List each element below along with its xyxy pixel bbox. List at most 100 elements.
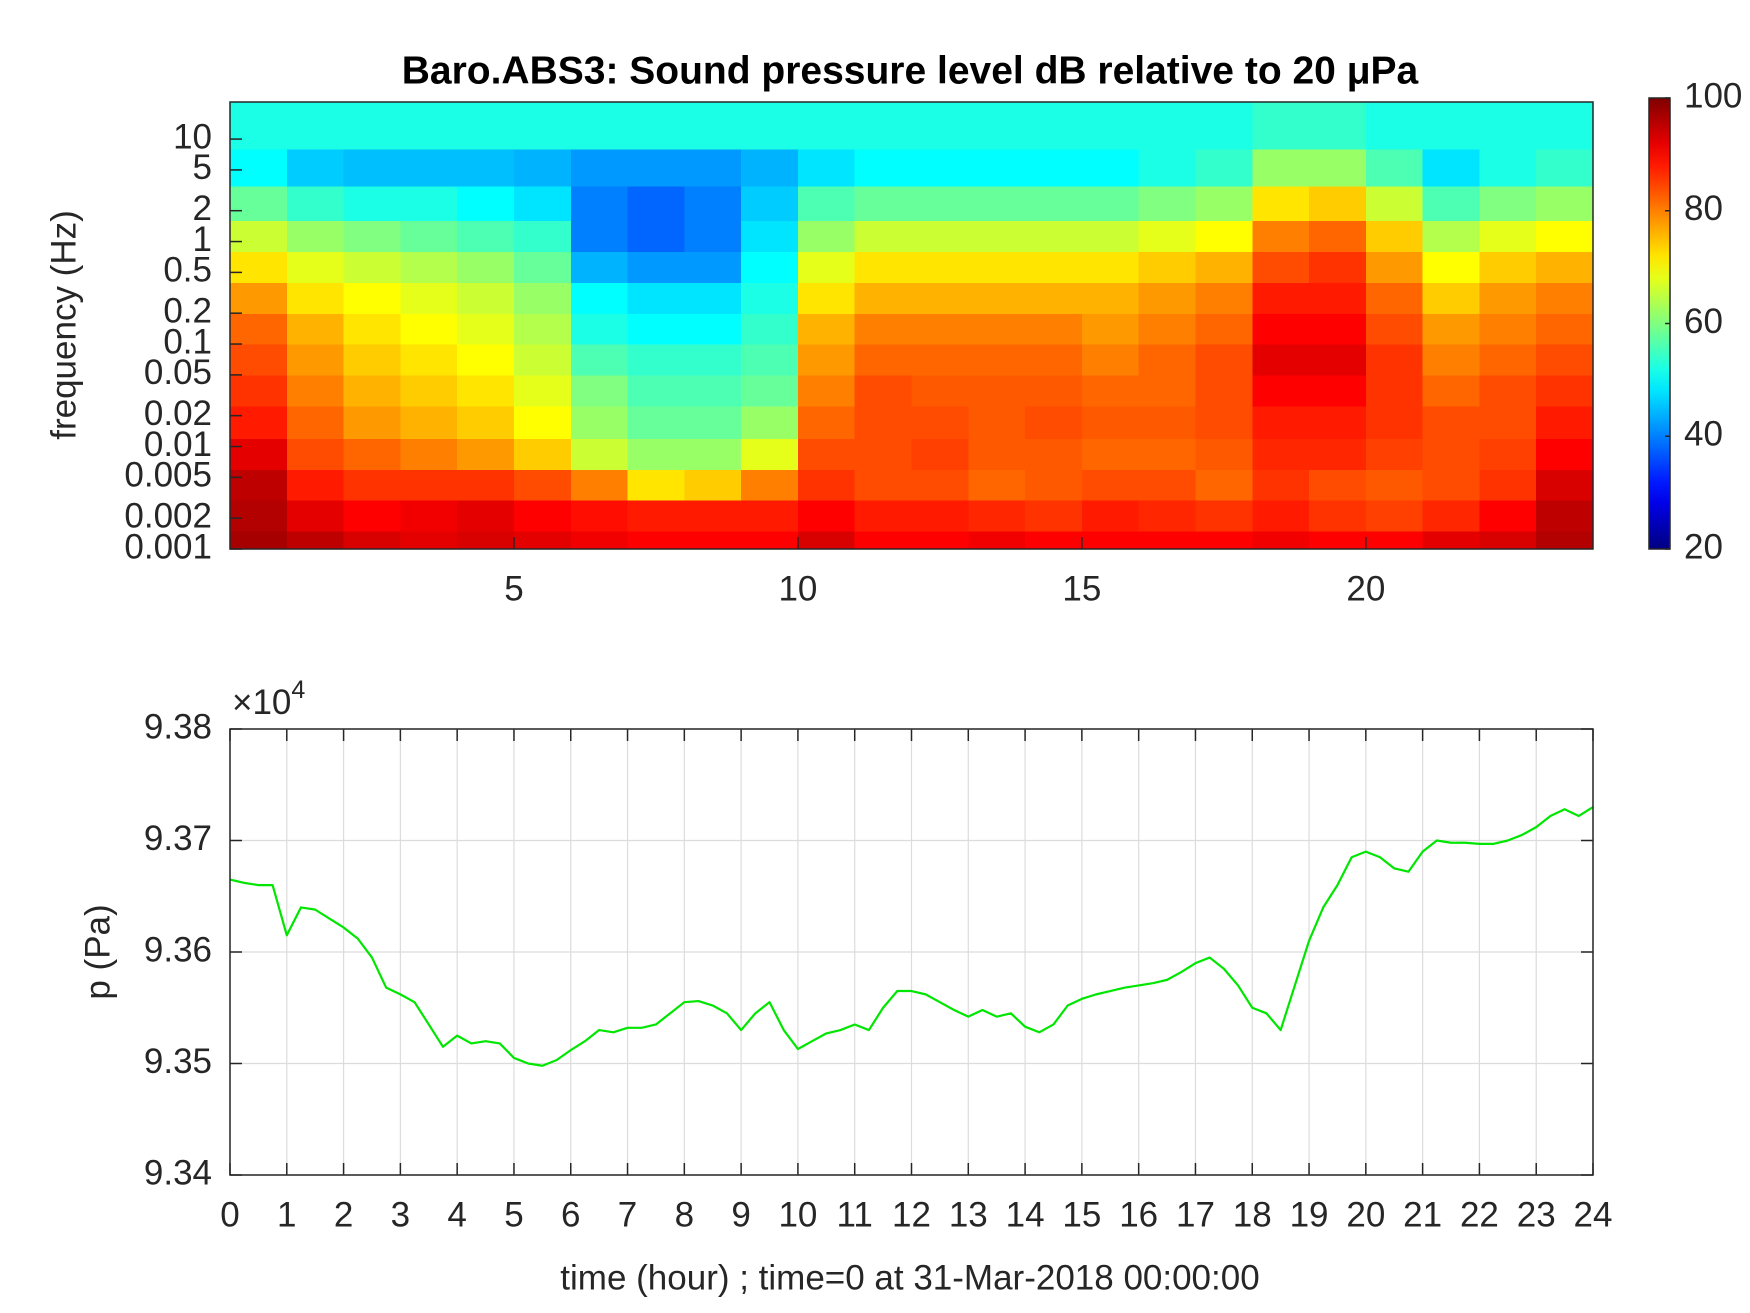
heat-cell	[513, 185, 572, 222]
heat-cell	[911, 530, 969, 550]
heat-cell	[1536, 282, 1594, 314]
heat-cell	[1365, 282, 1424, 314]
x-tick-label: 21	[1403, 1195, 1442, 1234]
heat-cell	[457, 438, 515, 470]
heat-cell	[797, 251, 856, 283]
heat-cell	[797, 185, 856, 222]
heat-cell	[1138, 469, 1197, 501]
heat-cell	[343, 438, 401, 470]
heat-cell	[797, 469, 856, 501]
heat-cell	[911, 102, 969, 150]
heat-cell	[1081, 149, 1140, 187]
heat-cell	[684, 469, 742, 501]
heat-cell	[684, 438, 742, 470]
heat-cell	[1479, 251, 1537, 283]
heat-cell	[1138, 102, 1197, 150]
heat-cell	[1025, 374, 1083, 407]
heat-cell	[1252, 251, 1310, 283]
x-tick-label: 23	[1517, 1195, 1556, 1234]
heat-cell	[1536, 149, 1594, 187]
heat-cell	[1479, 185, 1537, 222]
y-tick-label: 0.1	[163, 322, 212, 361]
y-multiplier: ×104	[232, 676, 305, 723]
heat-cell	[854, 251, 913, 283]
x-tick-label: 15	[1062, 1195, 1101, 1234]
heat-cell	[968, 251, 1026, 283]
x-tick-label: 17	[1176, 1195, 1215, 1234]
heat-cell	[1138, 374, 1197, 407]
heat-cell	[343, 313, 401, 345]
heat-cell	[343, 251, 401, 283]
heat-cell	[911, 438, 969, 470]
heat-cell	[570, 344, 629, 376]
heat-cell	[1081, 102, 1140, 150]
heat-cell	[1536, 374, 1594, 407]
heat-cell	[911, 405, 969, 440]
heat-cell	[911, 374, 969, 407]
heat-cell	[627, 438, 685, 470]
x-tick-label: 15	[1062, 569, 1101, 608]
heat-cell	[1479, 149, 1537, 187]
heat-cell	[570, 530, 629, 550]
heat-cell	[457, 344, 515, 376]
heat-cell	[741, 469, 799, 501]
heat-cell	[400, 185, 458, 222]
colorbar-tick-label: 60	[1684, 302, 1723, 341]
heat-cell	[1081, 374, 1140, 407]
heat-cell	[911, 220, 969, 253]
heat-cell	[1138, 500, 1197, 532]
heat-cell	[1479, 500, 1537, 532]
heat-cell	[1365, 469, 1424, 501]
heat-cell	[1195, 251, 1253, 283]
heat-cell	[457, 500, 515, 532]
heat-cell	[1536, 438, 1594, 470]
heat-cell	[968, 405, 1026, 440]
heat-cell	[1422, 102, 1481, 150]
heat-cell	[684, 405, 742, 440]
heat-cell	[1422, 530, 1481, 550]
heat-cell	[741, 185, 799, 222]
heat-cell	[1025, 282, 1083, 314]
heat-cell	[513, 374, 572, 407]
heat-cell	[1309, 500, 1367, 532]
heat-cell	[286, 438, 345, 470]
y-tick-label: 0.001	[124, 527, 212, 566]
heat-cell	[286, 374, 345, 407]
heat-cell	[911, 313, 969, 345]
heat-cell	[684, 102, 742, 150]
heat-cell	[741, 282, 799, 314]
heat-cell	[1309, 102, 1367, 150]
heat-cell	[741, 438, 799, 470]
heat-cell	[400, 374, 458, 407]
heat-cell	[684, 530, 742, 550]
heat-cell	[1252, 149, 1310, 187]
heat-cell	[230, 405, 288, 440]
heat-cell	[1025, 530, 1083, 550]
heat-cell	[1195, 405, 1253, 440]
heat-cell	[343, 374, 401, 407]
heat-cell	[1025, 251, 1083, 283]
heat-cell	[1138, 405, 1197, 440]
heat-cell	[1309, 251, 1367, 283]
heat-cell	[1195, 500, 1253, 532]
heat-cell	[1365, 102, 1424, 150]
heat-cell	[627, 374, 685, 407]
x-tick-label: 8	[675, 1195, 694, 1234]
x-tick-label: 5	[504, 569, 523, 608]
x-tick-label: 11	[837, 1195, 873, 1234]
heat-cell	[911, 185, 969, 222]
heat-cell	[286, 344, 345, 376]
heat-cell	[230, 344, 288, 376]
x-tick-label: 13	[949, 1195, 988, 1234]
heat-cell	[343, 185, 401, 222]
heat-cell	[1309, 438, 1367, 470]
heat-cell	[968, 500, 1026, 532]
heat-cell	[230, 438, 288, 470]
heat-cell	[1309, 405, 1367, 440]
heat-cell	[854, 102, 913, 150]
heat-cell	[400, 282, 458, 314]
heat-cell	[1422, 282, 1481, 314]
heat-cell	[286, 405, 345, 440]
heat-cell	[1025, 405, 1083, 440]
heat-cell	[513, 438, 572, 470]
